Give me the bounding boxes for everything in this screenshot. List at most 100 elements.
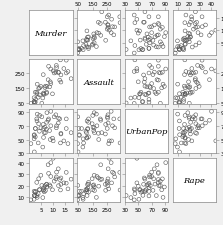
Point [92, 126, 96, 130]
Point [105, 28, 109, 32]
Point [82, 192, 85, 196]
Point [161, 83, 165, 87]
Point [183, 39, 186, 43]
Point [85, 38, 88, 42]
Point [196, 82, 200, 86]
Point [164, 161, 167, 165]
Point [76, 194, 80, 197]
Point [64, 182, 68, 185]
Point [188, 129, 192, 133]
Point [78, 134, 81, 137]
Point [118, 118, 122, 121]
Point [41, 123, 45, 127]
Point [85, 131, 88, 135]
Point [107, 142, 110, 146]
Point [200, 16, 204, 20]
Point [85, 46, 89, 49]
Point [33, 194, 36, 197]
Point [93, 189, 96, 193]
Point [45, 121, 48, 125]
Point [153, 71, 156, 74]
Point [139, 91, 143, 94]
Point [87, 181, 90, 184]
Point [118, 171, 122, 174]
Point [51, 137, 54, 140]
Point [49, 138, 52, 142]
Point [141, 194, 145, 197]
Point [42, 93, 45, 96]
Point [147, 16, 151, 20]
Point [164, 32, 167, 35]
Point [178, 120, 181, 123]
Point [197, 85, 201, 89]
Point [124, 49, 128, 52]
Point [188, 128, 192, 131]
Point [174, 49, 178, 52]
Point [138, 93, 141, 96]
Point [180, 45, 183, 48]
Point [55, 124, 58, 128]
Point [155, 194, 158, 198]
Point [159, 102, 162, 106]
Point [85, 188, 89, 192]
Point [181, 93, 185, 97]
Point [163, 36, 166, 39]
Point [184, 70, 188, 74]
Point [182, 49, 185, 52]
Point [186, 85, 190, 89]
Point [189, 21, 192, 25]
Point [161, 71, 164, 75]
Point [180, 142, 183, 145]
Point [189, 91, 192, 94]
Point [109, 161, 113, 165]
Point [153, 182, 157, 186]
Point [59, 74, 63, 77]
Point [143, 93, 147, 97]
Point [195, 132, 198, 135]
Point [149, 38, 152, 41]
Point [145, 43, 148, 47]
Point [173, 102, 177, 106]
Point [57, 184, 60, 188]
Point [182, 47, 185, 51]
Point [160, 43, 163, 47]
Point [148, 174, 151, 177]
Point [43, 184, 47, 188]
Point [124, 102, 128, 105]
Point [176, 146, 179, 149]
Point [78, 49, 81, 52]
Point [150, 171, 153, 174]
Point [133, 59, 137, 62]
Point [104, 123, 107, 127]
Point [182, 98, 185, 102]
Point [140, 49, 144, 52]
Point [132, 14, 136, 18]
Point [135, 181, 139, 185]
Point [118, 142, 122, 145]
Point [81, 198, 85, 201]
Point [76, 41, 80, 44]
Point [32, 100, 36, 104]
Point [194, 122, 198, 126]
Point [91, 114, 95, 118]
Point [187, 138, 190, 142]
Point [90, 177, 94, 181]
Point [147, 98, 151, 102]
Point [152, 44, 155, 48]
Point [107, 187, 110, 191]
Point [109, 110, 113, 114]
Point [133, 188, 137, 192]
Point [46, 79, 50, 82]
Point [43, 86, 47, 90]
Point [77, 133, 81, 137]
Point [77, 194, 81, 198]
Point [112, 172, 116, 176]
Point [64, 118, 68, 121]
Point [32, 137, 36, 141]
Point [92, 42, 96, 45]
Point [133, 96, 137, 100]
Point [45, 91, 48, 94]
Point [107, 140, 111, 143]
Point [80, 190, 83, 193]
Point [95, 45, 98, 49]
